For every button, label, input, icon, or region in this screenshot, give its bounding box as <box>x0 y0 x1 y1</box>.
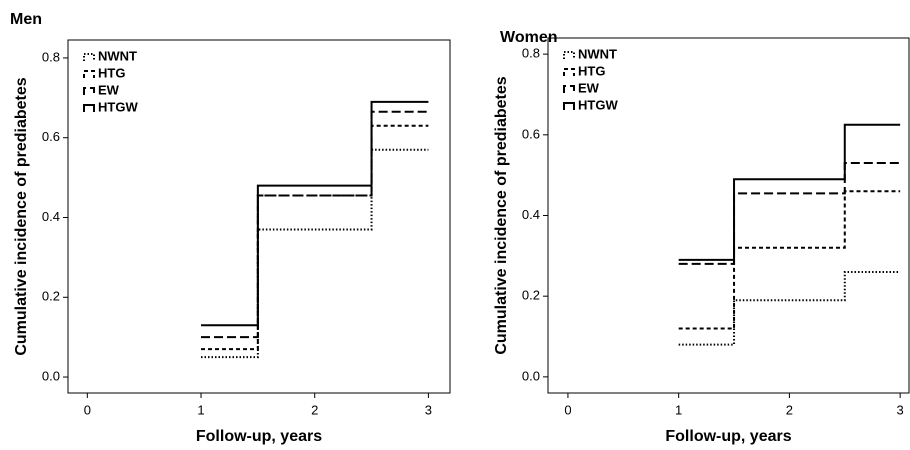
step-line <box>678 123 901 261</box>
legend-label: HTGW <box>578 97 618 112</box>
x-tick-label: 0 <box>84 402 91 417</box>
legend-swatch <box>563 51 575 59</box>
step-line <box>201 110 429 339</box>
step-line <box>678 162 901 265</box>
x-tick-label: 2 <box>311 402 318 417</box>
step-line <box>678 190 901 330</box>
x-axis-label: Follow-up, years <box>196 428 322 445</box>
x-tick-label: 2 <box>786 402 793 417</box>
x-tick-label: 1 <box>197 402 204 417</box>
x-axis-label: Follow-up, years <box>665 428 791 445</box>
y-tick-label: 0.2 <box>42 289 60 304</box>
x-tick-label: 3 <box>897 402 904 417</box>
y-tick-label: 0.6 <box>42 129 60 144</box>
legend-swatch <box>83 70 95 78</box>
legend-label: HTGW <box>98 99 138 114</box>
panel-title: Women <box>500 29 557 46</box>
legend-label: NWNT <box>578 46 617 61</box>
y-tick-label: 0.0 <box>522 368 540 383</box>
legend-swatch <box>563 102 575 110</box>
legend-label: NWNT <box>98 48 137 63</box>
legend-swatch <box>563 68 575 76</box>
step-line <box>201 100 429 327</box>
legend-swatch <box>83 104 95 112</box>
x-tick-label: 0 <box>564 402 571 417</box>
x-tick-label: 3 <box>425 402 432 417</box>
x-tick-label: 1 <box>675 402 682 417</box>
y-axis-label: Cumulative incidence of prediabetes <box>493 76 510 354</box>
legend-label: HTG <box>98 65 125 80</box>
panel-title: Men <box>10 11 42 28</box>
panel: Men 0.0 0.2 0.4 0.6 0.8 0 1 2 3 Follow-up, years Cu… <box>10 11 451 445</box>
plot-frame <box>547 37 910 394</box>
y-tick-label: 0.8 <box>522 46 540 61</box>
legend-swatch <box>83 53 95 61</box>
y-tick-label: 0.0 <box>42 368 60 383</box>
legend-label: EW <box>98 82 120 97</box>
y-tick-label: 0.4 <box>42 209 60 224</box>
step-line <box>678 270 901 346</box>
plot-frame <box>67 39 451 394</box>
legend-label: EW <box>578 80 600 95</box>
legend-swatch <box>563 85 575 93</box>
legend-label: HTG <box>578 63 605 78</box>
y-axis-label: Cumulative incidence of prediabetes <box>13 77 30 355</box>
panel: Women 0.0 0.2 0.4 0.6 0.8 0 1 2 3 Follow-up, years… <box>493 29 910 445</box>
y-tick-label: 0.4 <box>522 207 540 222</box>
y-tick-label: 0.6 <box>522 126 540 141</box>
y-tick-label: 0.2 <box>522 288 540 303</box>
step-line <box>201 124 429 351</box>
y-tick-label: 0.8 <box>42 49 60 64</box>
legend-swatch <box>83 87 95 95</box>
